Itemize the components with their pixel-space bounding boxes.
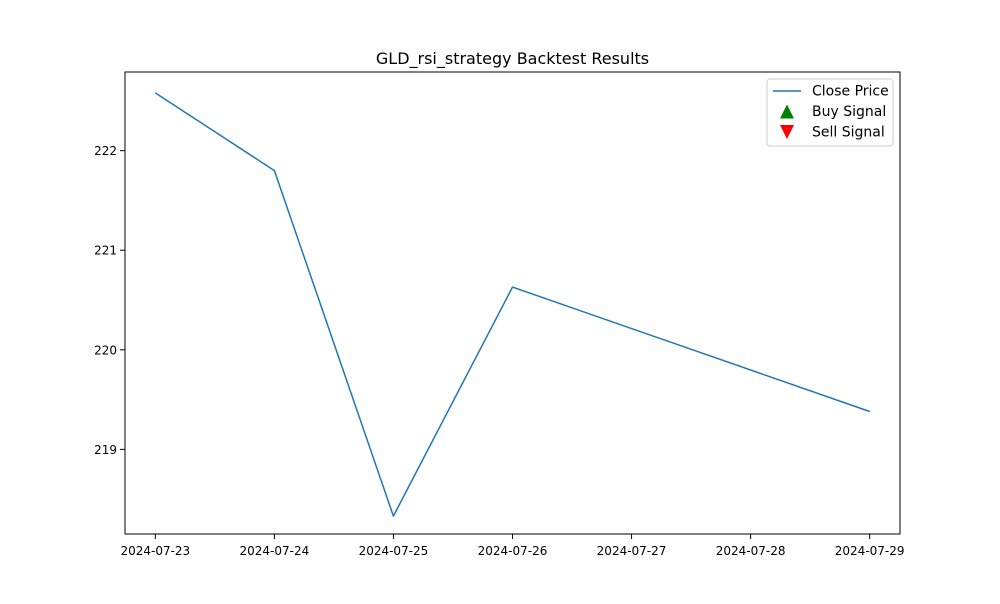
- y-tick-label: 219: [94, 443, 117, 457]
- x-tick-label: 2024-07-27: [597, 544, 667, 558]
- legend-box: [766, 78, 894, 147]
- x-tick-label: 2024-07-26: [478, 544, 548, 558]
- legend-label: Close Price: [812, 84, 889, 100]
- legend-sell-marker: [780, 125, 794, 139]
- close-price-line: [154, 92, 870, 517]
- legend: Close Price Buy Signal Sell Signal: [766, 78, 894, 147]
- y-tick-label: 222: [94, 144, 117, 158]
- axes-frame: [124, 71, 901, 535]
- y-tick-label: 221: [94, 244, 117, 258]
- legend-buy-marker: [780, 104, 794, 119]
- legend-label: Sell Signal: [812, 125, 885, 141]
- x-tick-label: 2024-07-28: [716, 544, 786, 558]
- x-tick-label: 2024-07-24: [240, 544, 310, 558]
- chart-title: GLD_rsi_strategy Backtest Results: [376, 49, 649, 69]
- y-tick-label: 220: [94, 343, 117, 357]
- x-tick-label: 2024-07-29: [835, 544, 905, 558]
- x-tick-label: 2024-07-25: [359, 544, 429, 558]
- x-tick-label: 2024-07-23: [120, 544, 190, 558]
- plot-area: 2024-07-23 2024-07-24 2024-07-25 2024-07-26…: [94, 92, 905, 558]
- legend-label: Buy Signal: [812, 104, 886, 120]
